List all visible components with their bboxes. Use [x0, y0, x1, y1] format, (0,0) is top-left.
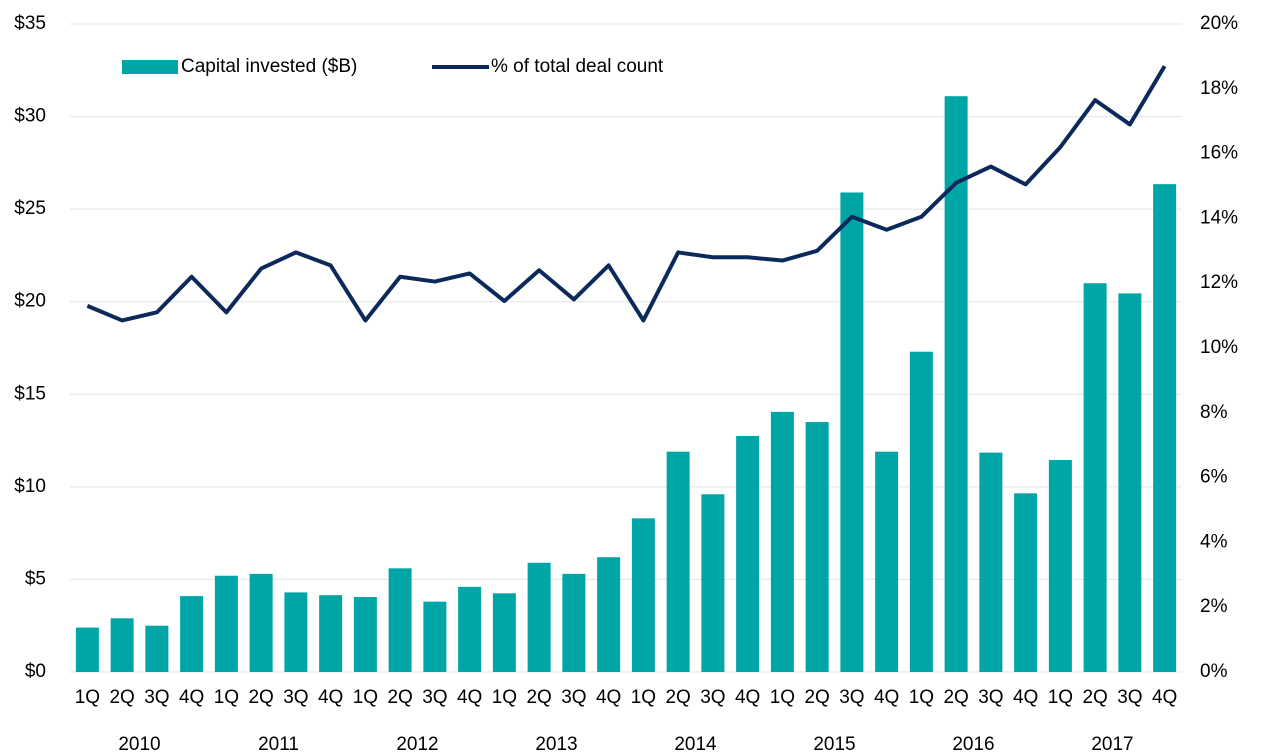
x-tick-label: 3Q — [839, 687, 864, 708]
x-tick-label: 1Q — [1048, 687, 1073, 708]
bar — [249, 573, 273, 672]
y2-tick-label: 10% — [1200, 337, 1238, 358]
x-tick-label: 3Q — [422, 687, 447, 708]
x-tick-label: 2Q — [665, 687, 690, 708]
x-group-label: 2013 — [535, 734, 577, 755]
bar — [319, 595, 343, 672]
y2-tick-label: 6% — [1200, 467, 1228, 488]
x-group-label: 2014 — [674, 734, 717, 755]
bar — [1118, 293, 1142, 672]
bar — [979, 452, 1003, 672]
x-tick-label: 2Q — [1082, 687, 1107, 708]
bar — [1014, 493, 1038, 672]
bar — [944, 96, 968, 673]
x-tick-label: 1Q — [770, 687, 795, 708]
bar — [75, 627, 99, 672]
x-tick-label: 1Q — [353, 687, 378, 708]
x-tick-label: 2Q — [109, 687, 134, 708]
bar — [353, 597, 377, 672]
bar — [805, 422, 829, 672]
x-group-label: 2012 — [396, 734, 438, 755]
x-tick-label: 4Q — [457, 687, 482, 708]
y-tick-label: $5 — [25, 568, 46, 589]
y-tick-label: $35 — [14, 13, 46, 34]
x-tick-label: 4Q — [179, 687, 204, 708]
y2-tick-label: 8% — [1200, 402, 1228, 423]
bar — [701, 494, 725, 672]
x-tick-label: 3Q — [1117, 687, 1142, 708]
bar — [145, 625, 169, 672]
x-tick-label: 1Q — [631, 687, 656, 708]
x-tick-label: 1Q — [492, 687, 517, 708]
x-tick-label: 2Q — [248, 687, 273, 708]
x-group-label: 2011 — [258, 734, 299, 755]
y-tick-label: $0 — [25, 661, 46, 682]
y-tick-label: $10 — [14, 476, 46, 497]
x-tick-label: 2Q — [387, 687, 412, 708]
x-tick-label: 1Q — [75, 687, 100, 708]
bar — [875, 451, 899, 672]
x-tick-label: 3Q — [283, 687, 308, 708]
bar — [909, 351, 933, 672]
x-group-label: 2016 — [952, 734, 994, 755]
bar — [1153, 184, 1177, 673]
x-tick-label: 4Q — [735, 687, 760, 708]
y2-tick-label: 4% — [1200, 531, 1228, 552]
bar — [840, 192, 864, 673]
legend-label: % of total deal count — [491, 56, 664, 77]
y-tick-label: $25 — [14, 198, 46, 219]
legend-label: Capital invested ($B) — [181, 56, 357, 77]
bar — [284, 592, 308, 672]
legend-swatch — [122, 60, 178, 74]
x-tick-label: 4Q — [318, 687, 343, 708]
bar — [562, 573, 586, 672]
x-tick-label: 3Q — [144, 687, 169, 708]
line — [86, 65, 1167, 323]
bar — [214, 575, 238, 672]
x-tick-label: 1Q — [909, 687, 934, 708]
bar — [180, 596, 204, 672]
bar — [110, 618, 134, 672]
x-tick-label: 4Q — [1152, 687, 1177, 708]
x-tick-label: 4Q — [596, 687, 621, 708]
y2-tick-label: 0% — [1200, 661, 1228, 682]
x-tick-label: 4Q — [1013, 687, 1038, 708]
x-tick-label: 2Q — [526, 687, 551, 708]
x-tick-label: 2Q — [804, 687, 829, 708]
bar — [388, 568, 412, 672]
y-tick-label: $30 — [14, 106, 46, 127]
bar — [597, 557, 621, 672]
y-tick-label: $20 — [14, 291, 46, 312]
x-tick-label: 3Q — [700, 687, 725, 708]
y2-tick-label: 2% — [1200, 596, 1228, 617]
y2-tick-label: 14% — [1200, 207, 1238, 228]
x-group-label: 2015 — [813, 734, 855, 755]
y2-tick-label: 12% — [1200, 272, 1238, 293]
y2-tick-label: 16% — [1200, 143, 1238, 164]
x-tick-label: 3Q — [561, 687, 586, 708]
bar — [527, 562, 551, 672]
bar — [1083, 283, 1107, 672]
y-tick-label: $15 — [14, 383, 46, 404]
x-group-label: 2017 — [1091, 734, 1133, 755]
x-group-label: 2010 — [118, 734, 160, 755]
bar — [492, 593, 516, 672]
bar — [666, 451, 690, 672]
y2-tick-label: 20% — [1200, 13, 1238, 34]
bar — [458, 586, 482, 672]
y2-tick-label: 18% — [1200, 78, 1238, 99]
bar — [736, 435, 760, 672]
x-tick-label: 4Q — [874, 687, 899, 708]
bar — [1048, 460, 1072, 672]
x-tick-label: 1Q — [214, 687, 239, 708]
x-tick-label: 3Q — [978, 687, 1003, 708]
x-tick-label: 2Q — [943, 687, 968, 708]
bar — [631, 518, 655, 672]
bar — [770, 411, 794, 672]
bar — [423, 601, 447, 672]
